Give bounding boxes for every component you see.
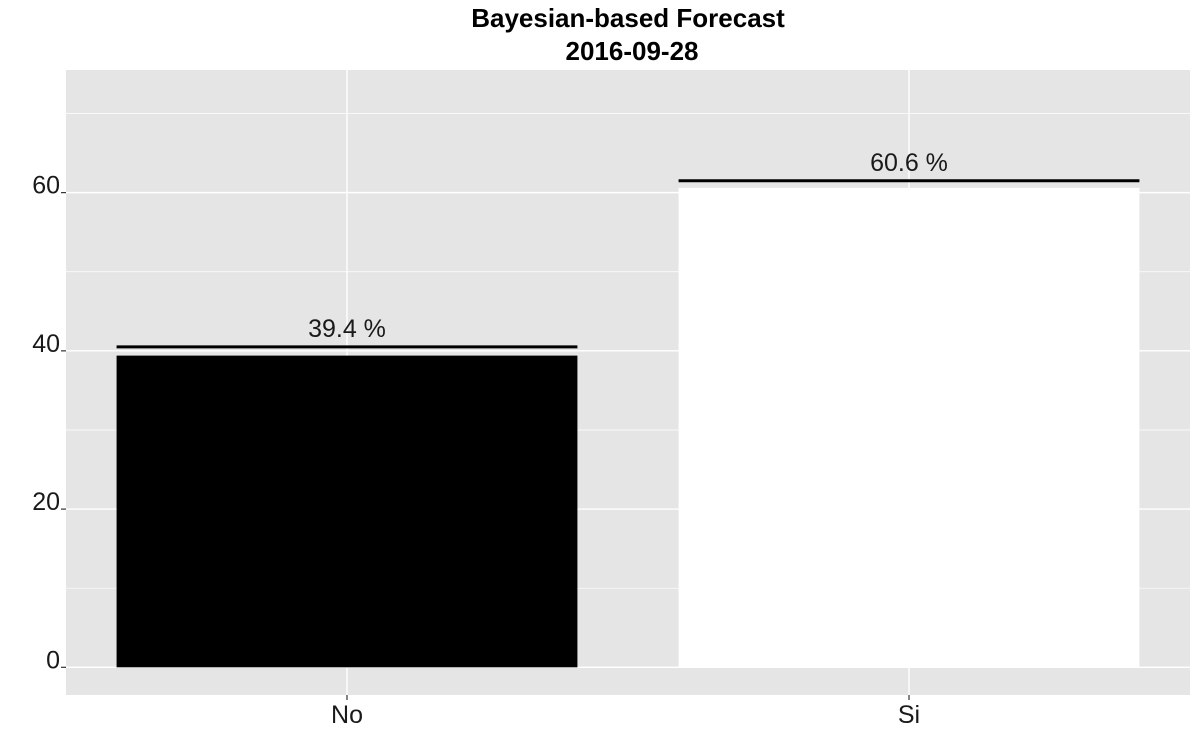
bars	[116, 187, 1140, 668]
y-tick-label: 60	[32, 172, 60, 200]
x-axis: No Si	[331, 695, 920, 729]
y-tick-label: 0	[46, 646, 60, 674]
data-label: 39.4 %	[308, 315, 386, 343]
x-tick-label: No	[331, 701, 363, 729]
y-axis: 0 20 40 60	[32, 172, 66, 674]
y-tick-label: 40	[32, 330, 60, 358]
chart-title: Bayesian-based Forecast	[471, 3, 785, 33]
data-labels: 39.4 % 60.6 %	[308, 149, 948, 343]
chart-subtitle: 2016-09-28	[566, 36, 699, 66]
data-label: 60.6 %	[870, 149, 948, 177]
bar-si	[678, 187, 1140, 668]
y-tick-label: 20	[32, 488, 60, 516]
reference-lines	[116, 179, 1140, 349]
x-tick-label: Si	[898, 701, 920, 729]
bar-no	[116, 355, 578, 668]
